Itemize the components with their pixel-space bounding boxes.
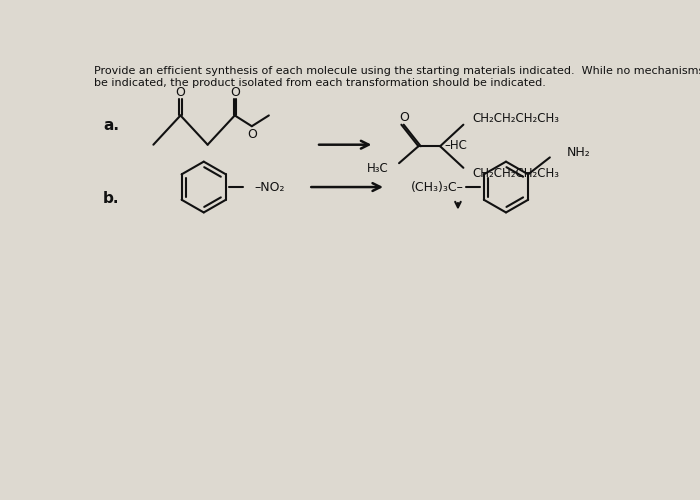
Text: CH₂CH₂CH₂CH₃: CH₂CH₂CH₂CH₃ <box>473 168 559 180</box>
Text: (CH₃)₃C–: (CH₃)₃C– <box>410 180 463 194</box>
Text: NH₂: NH₂ <box>567 146 591 158</box>
Text: CH₂CH₂CH₂CH₃: CH₂CH₂CH₂CH₃ <box>473 112 559 125</box>
Text: –NO₂: –NO₂ <box>254 180 285 194</box>
Text: –HC: –HC <box>444 139 467 152</box>
Text: O: O <box>247 128 257 141</box>
Text: a.: a. <box>103 118 119 133</box>
Text: H₃C: H₃C <box>368 162 389 175</box>
Text: O: O <box>230 86 239 99</box>
Text: b.: b. <box>103 191 120 206</box>
Text: O: O <box>176 86 186 99</box>
Text: O: O <box>399 112 409 124</box>
Text: Provide an efficient synthesis of each molecule using the starting materials ind: Provide an efficient synthesis of each m… <box>94 66 700 88</box>
